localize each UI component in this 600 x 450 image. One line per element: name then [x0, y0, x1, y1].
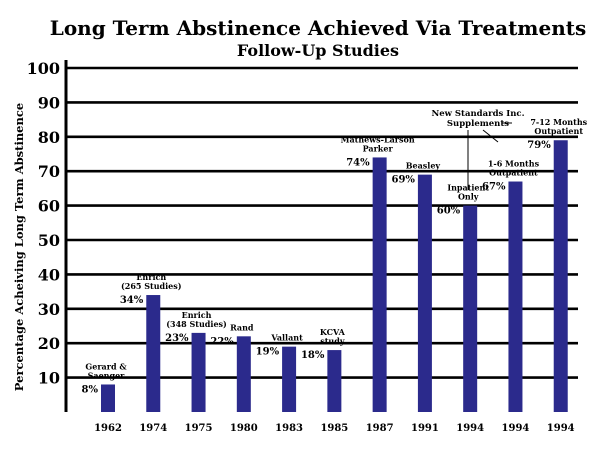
data-label: 60%: [437, 206, 461, 217]
bar: [146, 295, 161, 412]
bar-annotation: Outpatient: [534, 126, 583, 136]
y-tick-label: 20: [38, 334, 60, 353]
y-tick-label: 10: [38, 369, 60, 388]
bar-annotation: (348 Studies): [166, 319, 227, 329]
bar: [417, 174, 432, 412]
data-label: 23%: [165, 333, 189, 344]
data-label: 8%: [82, 384, 99, 395]
x-tick-label: 1987: [366, 423, 394, 434]
bar-annotation: Mathews-Larson: [341, 134, 415, 144]
y-tick-labels: 10 20 30 40 50 60 70 80 90 100: [27, 59, 60, 388]
bar: [372, 157, 387, 412]
annotation-connector: [482, 129, 499, 143]
bar-annotation: Outpatient: [489, 168, 538, 178]
y-tick-label: 100: [27, 59, 60, 78]
bar: [191, 332, 206, 412]
y-tick-label: 70: [38, 162, 60, 181]
data-label: 69%: [391, 175, 415, 186]
x-tick-labels: 1962 1974 1975 1980 1983 1985 1987 1991 1994 1994…: [94, 423, 575, 434]
y-tick-label: 60: [38, 197, 60, 216]
x-tick-label: 1994: [502, 423, 530, 434]
x-tick-label: 1991: [411, 423, 439, 434]
bar-annotation: Saenger: [88, 370, 126, 380]
x-tick-label: 1994: [547, 423, 575, 434]
bar: [508, 181, 523, 412]
data-label: 18%: [301, 350, 325, 361]
bar: [463, 205, 478, 412]
bars: [101, 140, 568, 413]
bar-annotation: Beasley: [406, 161, 441, 171]
y-tick-label: 30: [38, 300, 60, 319]
bar-annotation: Only: [458, 192, 479, 202]
y-tick-label: 50: [38, 231, 60, 250]
bar-annotation: (265 Studies): [121, 281, 182, 291]
chart-title: Long Term Abstinence Achieved Via Treatm…: [50, 16, 586, 40]
y-tick-label: 90: [38, 93, 60, 112]
annotation: New Standards Inc.Supplements: [431, 109, 525, 190]
bar: [282, 346, 297, 412]
data-label: 19%: [256, 347, 280, 358]
bar-annotation: Gerard &: [85, 361, 127, 371]
x-tick-label: 1974: [139, 423, 167, 434]
data-label: 22%: [210, 336, 234, 347]
y-tick-label: 80: [38, 128, 60, 147]
bar-annotation: Enrich: [182, 310, 212, 320]
bar: [553, 140, 568, 413]
x-tick-label: 1985: [320, 423, 348, 434]
bar: [327, 350, 342, 412]
x-tick-label: 1975: [185, 423, 213, 434]
bar-annotation: study: [320, 336, 345, 346]
annotation-text: New Standards Inc.: [431, 109, 524, 119]
chart-subtitle: Follow-Up Studies: [237, 41, 399, 60]
bar-annotation: 7-12 Months: [530, 117, 587, 127]
bar-annotation: KCVA: [320, 327, 346, 337]
bar-annotation: Rand: [230, 322, 254, 332]
y-axis-label: Percentage Acheiving Long Term Abstinenc…: [12, 103, 26, 391]
bar-annotation: Enrich: [136, 272, 166, 282]
data-label: 74%: [346, 157, 370, 168]
bar-annotation: Vallant: [270, 333, 303, 343]
x-tick-label: 1980: [230, 423, 258, 434]
data-label: 34%: [120, 295, 144, 306]
x-tick-label: 1962: [94, 423, 122, 434]
bar: [236, 336, 251, 412]
bar-annotation: Parker: [363, 143, 394, 153]
bar-annotation: 1-6 Months: [488, 159, 540, 169]
data-label: 67%: [482, 182, 506, 193]
bar: [101, 384, 115, 412]
y-tick-label: 40: [38, 265, 60, 284]
x-tick-label: 1983: [275, 423, 303, 434]
data-label: 79%: [527, 140, 551, 151]
annotation-text: Supplements: [447, 119, 509, 129]
x-tick-label: 1994: [456, 423, 484, 434]
